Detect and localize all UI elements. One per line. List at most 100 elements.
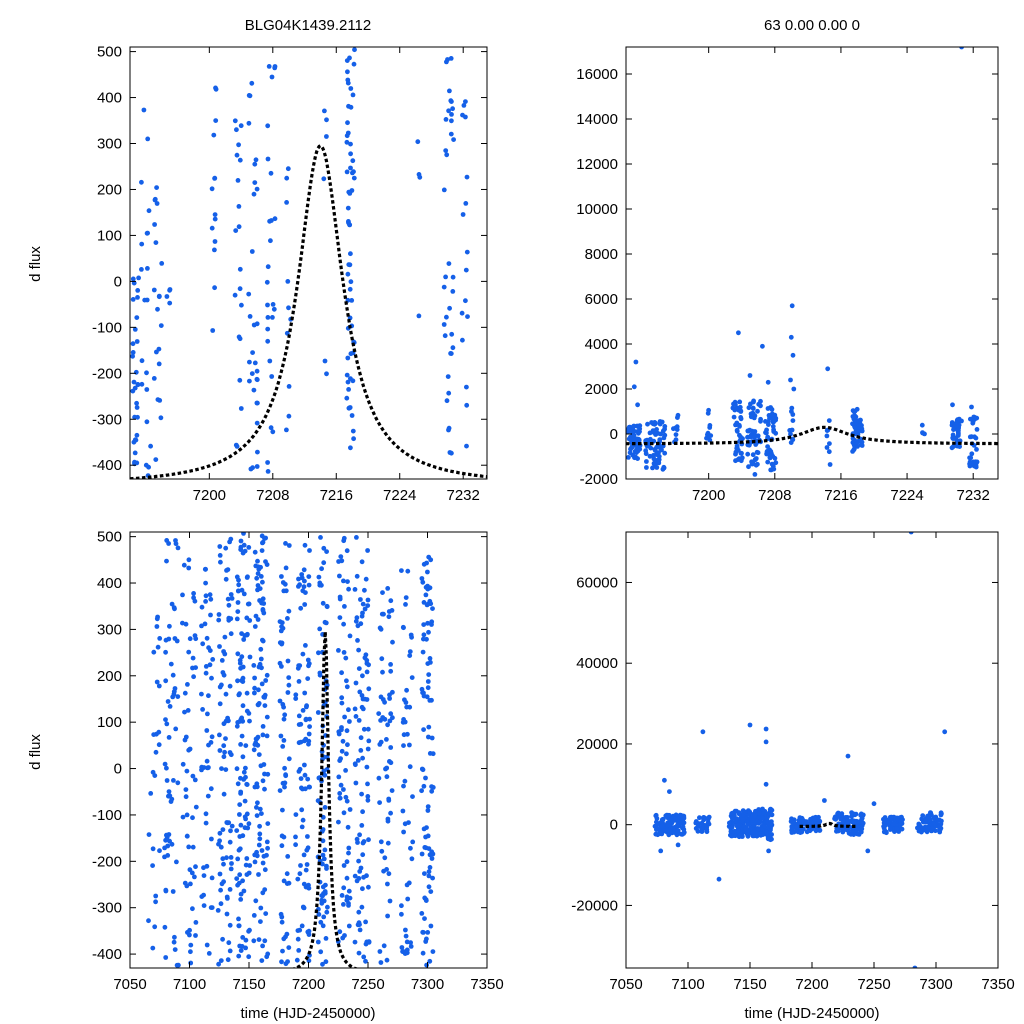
data-point: [283, 541, 288, 546]
data-point: [252, 690, 257, 696]
data-point: [233, 442, 239, 448]
data-point: [262, 938, 268, 944]
data-point: [387, 898, 393, 904]
data-point: [735, 822, 741, 828]
data-point: [225, 567, 231, 572]
data-point: [360, 755, 365, 761]
data-point: [240, 550, 246, 556]
y-tick-label: 2000: [585, 381, 618, 398]
data-point: [159, 261, 165, 266]
data-point: [220, 670, 226, 675]
data-point: [307, 716, 312, 722]
data-point: [344, 678, 349, 684]
data-point: [302, 602, 308, 607]
data-point: [245, 825, 251, 831]
data-point: [365, 797, 371, 803]
data-point: [386, 871, 392, 877]
data-point: [228, 752, 234, 758]
data-point: [356, 666, 362, 671]
data-point: [201, 873, 207, 878]
data-point: [419, 576, 425, 581]
data-point: [228, 631, 234, 637]
data-point: [234, 876, 240, 881]
data-point: [173, 541, 179, 547]
data-point: [285, 166, 291, 172]
data-point: [923, 828, 929, 833]
data-point: [419, 788, 424, 794]
data-point: [644, 459, 649, 464]
data-point: [336, 648, 341, 653]
data-point: [967, 434, 973, 440]
data-point: [212, 216, 218, 222]
data-point: [305, 834, 310, 839]
y-tick-label: -300: [92, 900, 122, 917]
data-point: [804, 829, 810, 835]
data-point: [166, 789, 172, 794]
data-point: [442, 333, 448, 339]
data-point: [257, 586, 263, 591]
data-point: [747, 810, 752, 815]
data-point: [235, 651, 241, 657]
data-point: [208, 786, 214, 792]
data-point: [156, 346, 162, 352]
panel-top-right: 7200 7208 7216 7224 7232 -2000 0 2000 4000 6000 80…: [576, 46, 999, 504]
data-point: [133, 369, 139, 375]
data-point: [166, 541, 172, 546]
data-point: [190, 844, 196, 850]
data-point: [464, 384, 469, 390]
data-point: [949, 422, 955, 428]
data-point: [318, 535, 323, 540]
data-point: [656, 457, 662, 462]
data-point: [888, 827, 893, 832]
data-point: [281, 588, 287, 594]
data-point: [235, 609, 241, 614]
data-point: [449, 99, 454, 104]
data-point: [265, 469, 271, 474]
data-point: [240, 878, 246, 884]
data-point: [199, 623, 204, 629]
data-point: [858, 423, 864, 428]
data-point: [337, 791, 343, 796]
data-point: [449, 112, 454, 117]
data-point: [240, 703, 246, 709]
data-point: [296, 713, 302, 719]
data-point: [749, 461, 755, 467]
data-point: [223, 736, 228, 741]
data-point: [234, 616, 240, 622]
data-point: [403, 933, 409, 939]
data-point: [135, 288, 141, 293]
data-point: [758, 403, 763, 409]
data-point: [365, 794, 371, 799]
panel-title-top-left: BLG04K1439.2112: [245, 17, 372, 34]
data-point-outlier: [658, 848, 664, 854]
data-point: [256, 937, 262, 942]
data-point: [237, 657, 243, 663]
data-point: [134, 315, 140, 320]
data-point: [150, 863, 156, 868]
data-point: [293, 812, 299, 817]
data-point: [337, 573, 342, 579]
data-point: [268, 170, 274, 176]
data-point: [148, 443, 154, 449]
data-point: [171, 605, 177, 611]
data-point: [245, 574, 250, 580]
data-point: [139, 381, 145, 387]
data-point: [429, 788, 435, 794]
data-point: [246, 545, 252, 550]
data-point: [207, 592, 213, 598]
data-point-outlier: [845, 753, 851, 759]
data-point: [752, 472, 758, 477]
data-point: [240, 754, 246, 760]
data-point: [754, 449, 760, 455]
data-point: [320, 600, 326, 606]
data-point: [286, 682, 292, 688]
data-point: [255, 558, 260, 564]
data-point: [184, 812, 190, 818]
data-point: [421, 632, 427, 638]
data-point: [144, 387, 150, 392]
data-point: [165, 853, 171, 858]
data-point: [346, 903, 351, 908]
data-point: [193, 920, 199, 925]
data-point: [246, 93, 252, 98]
data-point: [227, 839, 233, 845]
